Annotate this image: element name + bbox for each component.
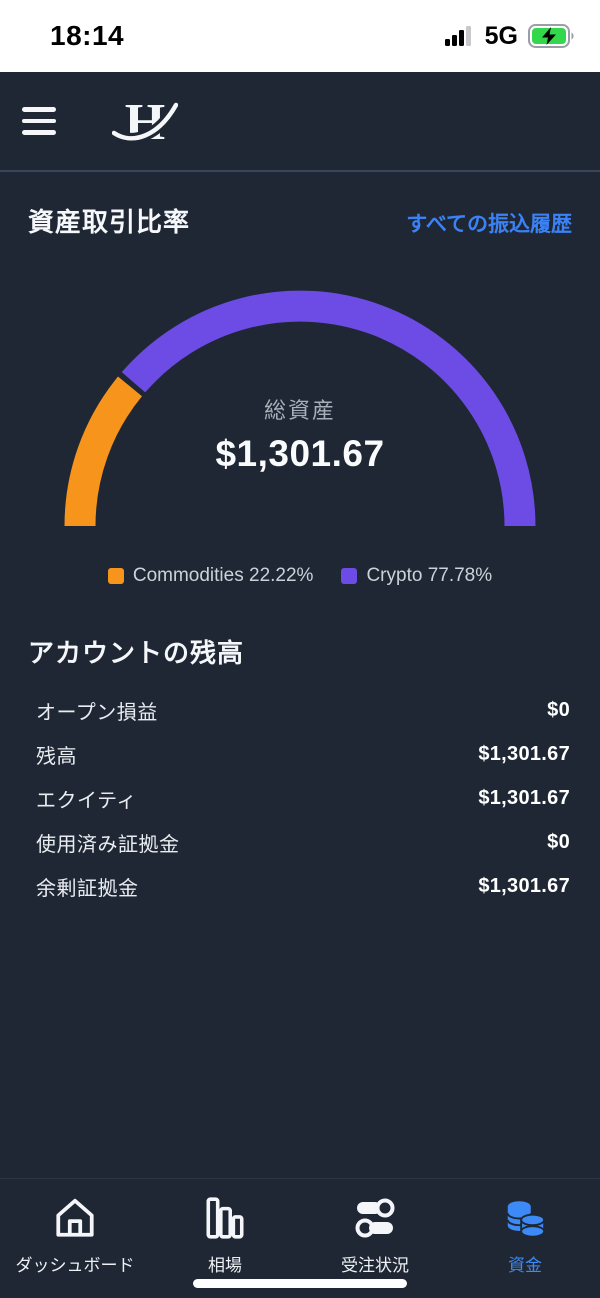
- account-balance-section: アカウントの残高 オープン損益 $0 残高 $1,301.67 エクイティ $1…: [0, 633, 600, 908]
- crypto-swatch: [341, 568, 358, 584]
- balance-row-equity: エクイティ $1,301.67: [28, 776, 570, 820]
- row-value: $0: [547, 698, 570, 721]
- home-indicator[interactable]: [193, 1279, 407, 1288]
- cellular-signal-icon: [444, 26, 471, 46]
- balance-row-free-margin: 余剰証拠金 $1,301.67: [28, 864, 570, 908]
- balance-section-title: アカウントの残高: [28, 638, 245, 668]
- tab-label-markets: 相場: [208, 1256, 242, 1275]
- tab-label-funds: 資金: [508, 1256, 542, 1275]
- app-logo: H: [110, 91, 181, 151]
- row-label: エクイティ: [36, 789, 137, 812]
- gauge-chart-svg: [64, 290, 536, 527]
- bar-chart-icon: [206, 1197, 244, 1239]
- transfer-history-link[interactable]: すべての振込履歴: [406, 213, 572, 236]
- row-label: 残高: [36, 745, 77, 768]
- bottom-tab-bar: ダッシュボード 相場 受注状況: [0, 1178, 600, 1298]
- tab-markets[interactable]: 相場: [150, 1195, 300, 1276]
- commodities-swatch: [107, 568, 124, 584]
- balance-row-balance: 残高 $1,301.67: [28, 732, 570, 776]
- balance-rows: オープン損益 $0 残高 $1,301.67 エクイティ $1,301.67 使…: [28, 688, 570, 908]
- row-label: 使用済み証拠金: [36, 833, 180, 856]
- menu-bar: [22, 118, 56, 124]
- status-time: 18:14: [50, 20, 125, 51]
- tab-funds[interactable]: 資金: [450, 1195, 600, 1276]
- orders-toggles-icon: [355, 1198, 395, 1238]
- app-header: H: [0, 72, 600, 172]
- asset-ratio-gauge: 総資産 $1,301.67: [0, 281, 600, 543]
- menu-bar: [22, 130, 56, 135]
- coins-icon: [506, 1201, 546, 1238]
- status-icons: 5G: [444, 21, 578, 51]
- tab-label-dashboard: ダッシュボード: [15, 1256, 135, 1275]
- row-label: 余剰証拠金: [36, 877, 139, 900]
- row-value: $1,301.67: [478, 874, 570, 897]
- status-bar: 18:14 5G: [0, 0, 600, 72]
- network-type-label: 5G: [484, 21, 518, 50]
- tab-orders[interactable]: 受注状況: [300, 1195, 450, 1276]
- legend-label-commodities: Commodities 22.22%: [132, 565, 314, 586]
- row-value: $1,301.67: [478, 742, 570, 765]
- balance-row-used-margin: 使用済み証拠金 $0: [28, 820, 570, 864]
- home-icon: [56, 1198, 94, 1237]
- balance-row-open-pl: オープン損益 $0: [28, 688, 570, 732]
- chart-legend: Commodities 22.22% Crypto 77.78%: [0, 565, 600, 587]
- legend-label-crypto: Crypto 77.78%: [366, 565, 493, 586]
- gauge-commodities-arc: [64, 376, 143, 527]
- legend-item-commodities: Commodities 22.22%: [107, 565, 314, 587]
- page-title: 資産取引比率: [28, 207, 191, 237]
- battery-charging-icon: [528, 24, 574, 48]
- menu-button[interactable]: [18, 95, 70, 147]
- gauge-crypto-arc: [121, 290, 536, 527]
- row-value: $1,301.67: [478, 786, 570, 809]
- menu-bar: [22, 107, 56, 112]
- row-label: オープン損益: [36, 701, 158, 724]
- asset-section-header: 資産取引比率 すべての振込履歴: [0, 202, 600, 239]
- legend-item-crypto: Crypto 77.78%: [341, 565, 492, 587]
- tab-label-orders: 受注状況: [341, 1256, 409, 1275]
- tab-dashboard[interactable]: ダッシュボード: [0, 1195, 150, 1276]
- logo-swoosh: [111, 102, 179, 141]
- row-value: $0: [547, 830, 570, 853]
